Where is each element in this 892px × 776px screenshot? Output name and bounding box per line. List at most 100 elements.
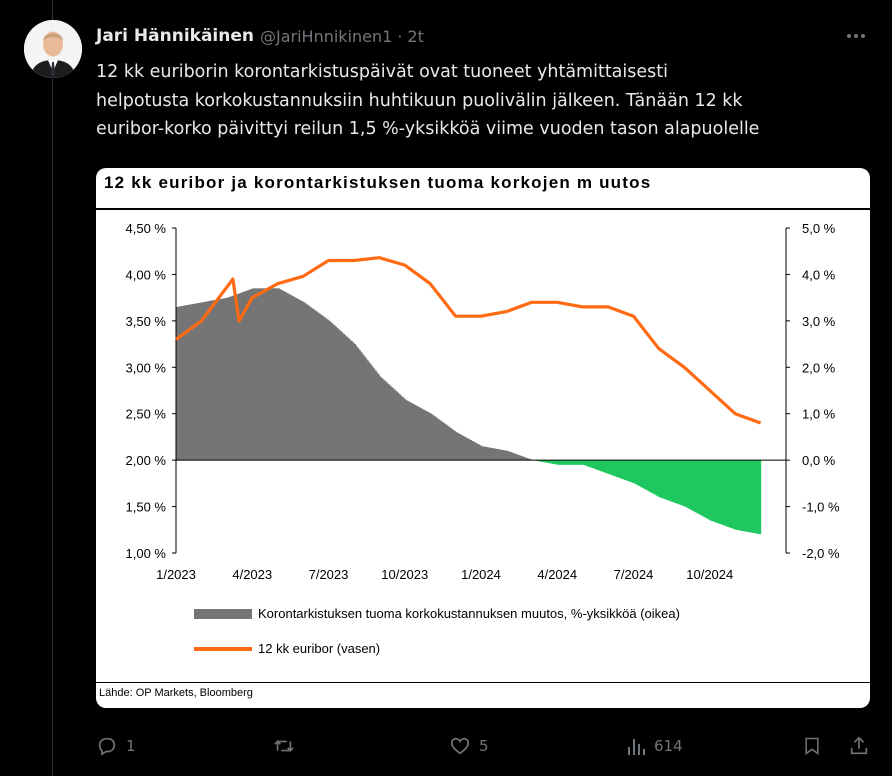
chart-bar-negative (752, 460, 755, 533)
chart-bar-negative (546, 460, 549, 463)
chart-bar-positive (190, 304, 193, 461)
chart-bar-positive (231, 295, 234, 461)
chart-bar-positive (217, 299, 220, 461)
chart-bar-negative (739, 460, 743, 531)
chart-bar-positive (387, 383, 390, 461)
chart-bar-negative (590, 460, 593, 468)
chart-bar-positive (247, 290, 250, 461)
chart-bar-positive (522, 456, 525, 461)
reply-icon (98, 737, 116, 756)
reply-button[interactable]: 1 (96, 728, 136, 764)
author-handle[interactable]: @JariHnnikinen1 (260, 26, 393, 46)
chart-bar-positive (509, 452, 512, 461)
chart-bar-positive (207, 301, 210, 461)
chart-bar-positive (376, 372, 379, 461)
chart-bar-positive (431, 414, 434, 461)
chart-bar-positive (353, 344, 357, 461)
chart-bar-positive (500, 449, 503, 461)
bookmark-button[interactable] (802, 728, 822, 764)
chart-bar-positive (220, 298, 223, 461)
chart-bar-positive (498, 449, 501, 461)
legend-label: 12 kk euribor (vasen) (258, 641, 381, 656)
chart-bar-positive (320, 315, 323, 461)
share-button[interactable] (848, 728, 870, 764)
chart-bar-positive (371, 366, 374, 461)
repost-button[interactable] (272, 728, 304, 764)
chart-bar-negative (743, 460, 746, 532)
chart-bar-negative (627, 460, 630, 482)
chart-bar-positive (461, 435, 465, 461)
chart-bar-negative (728, 460, 732, 528)
chart-bar-negative (604, 460, 608, 473)
chart-bar-negative (638, 460, 641, 486)
chart-bar-negative (689, 460, 692, 510)
chart-bar-positive (436, 418, 439, 461)
chart-bar-negative (600, 460, 603, 472)
x-tick-label: 1/2023 (156, 567, 196, 582)
author-name[interactable]: Jari Hännikäinen (96, 26, 254, 46)
chart-bar-positive (339, 331, 342, 461)
chart-bar-positive (439, 420, 442, 461)
chart-bar-positive (255, 288, 258, 461)
chart-bar-positive (460, 434, 463, 461)
chart-bar-positive (438, 419, 441, 461)
chart-bar-negative (673, 460, 676, 503)
chart-bar-negative (733, 460, 736, 530)
more-button[interactable] (842, 24, 870, 48)
chart-bar-positive (496, 449, 500, 461)
chart-bar-positive (508, 451, 511, 461)
chart-bar-negative (665, 460, 668, 500)
chart-bar-positive (380, 378, 384, 461)
chart-bar-negative (616, 460, 619, 477)
chart-bar-positive (396, 392, 400, 461)
chart-bar-positive (209, 300, 212, 461)
chart-bar-negative (550, 460, 554, 464)
chart-bar-negative (581, 460, 584, 465)
chart-bar-positive (506, 450, 509, 461)
chart-bar-positive (457, 433, 460, 461)
chart-bar-positive (466, 438, 469, 461)
chart-bar-negative (749, 460, 752, 533)
chart-bar-positive (279, 289, 282, 461)
chart-bar-positive (252, 288, 255, 461)
chart-bar-negative (744, 460, 747, 532)
chart-bar-positive (245, 290, 249, 461)
chart-bar-positive (249, 289, 252, 461)
chart-bar-positive (495, 448, 498, 461)
chart-bar-positive (515, 454, 519, 461)
chart-bar-negative (585, 460, 589, 466)
chart-bar-positive (525, 457, 528, 461)
chart-bar-positive (406, 400, 409, 461)
chart-bar-positive (228, 297, 231, 461)
timestamp[interactable]: 2t (407, 26, 424, 46)
chart-bar-negative (714, 460, 717, 523)
chart-bar-positive (191, 304, 195, 461)
chart-bar-positive (212, 300, 215, 461)
like-button[interactable]: 5 (449, 728, 489, 764)
chart-bar-positive (177, 306, 180, 461)
chart-bar-positive (363, 356, 366, 461)
chart-bar-positive (301, 301, 304, 461)
chart-bar-positive (374, 370, 377, 461)
chart-bar-negative (538, 460, 541, 462)
views-button[interactable]: 614 (626, 728, 683, 764)
chart-bar-negative (727, 460, 730, 527)
chart-bar-negative (720, 460, 724, 525)
chart-bar-negative (630, 460, 633, 483)
chart-bar-negative (598, 460, 601, 471)
chart-bar-negative (617, 460, 620, 478)
chart-bar-positive (395, 391, 398, 461)
chart-bar-negative (566, 460, 569, 465)
chart-bar-negative (649, 460, 652, 493)
chart-bar-positive (372, 368, 376, 461)
chart-bar-positive (258, 288, 261, 461)
chart-image[interactable]: 12 kk euribor ja korontarkistuksen tuoma… (96, 168, 870, 708)
more-icon (847, 34, 865, 38)
chart-bar-negative (650, 460, 654, 493)
chart-bar-positive (481, 446, 484, 461)
chart-bar-positive (303, 302, 306, 461)
views-count: 614 (654, 737, 683, 755)
avatar[interactable] (24, 20, 82, 78)
chart-bar-negative (547, 460, 550, 464)
y-left-tick-label: 3,00 % (126, 360, 167, 375)
